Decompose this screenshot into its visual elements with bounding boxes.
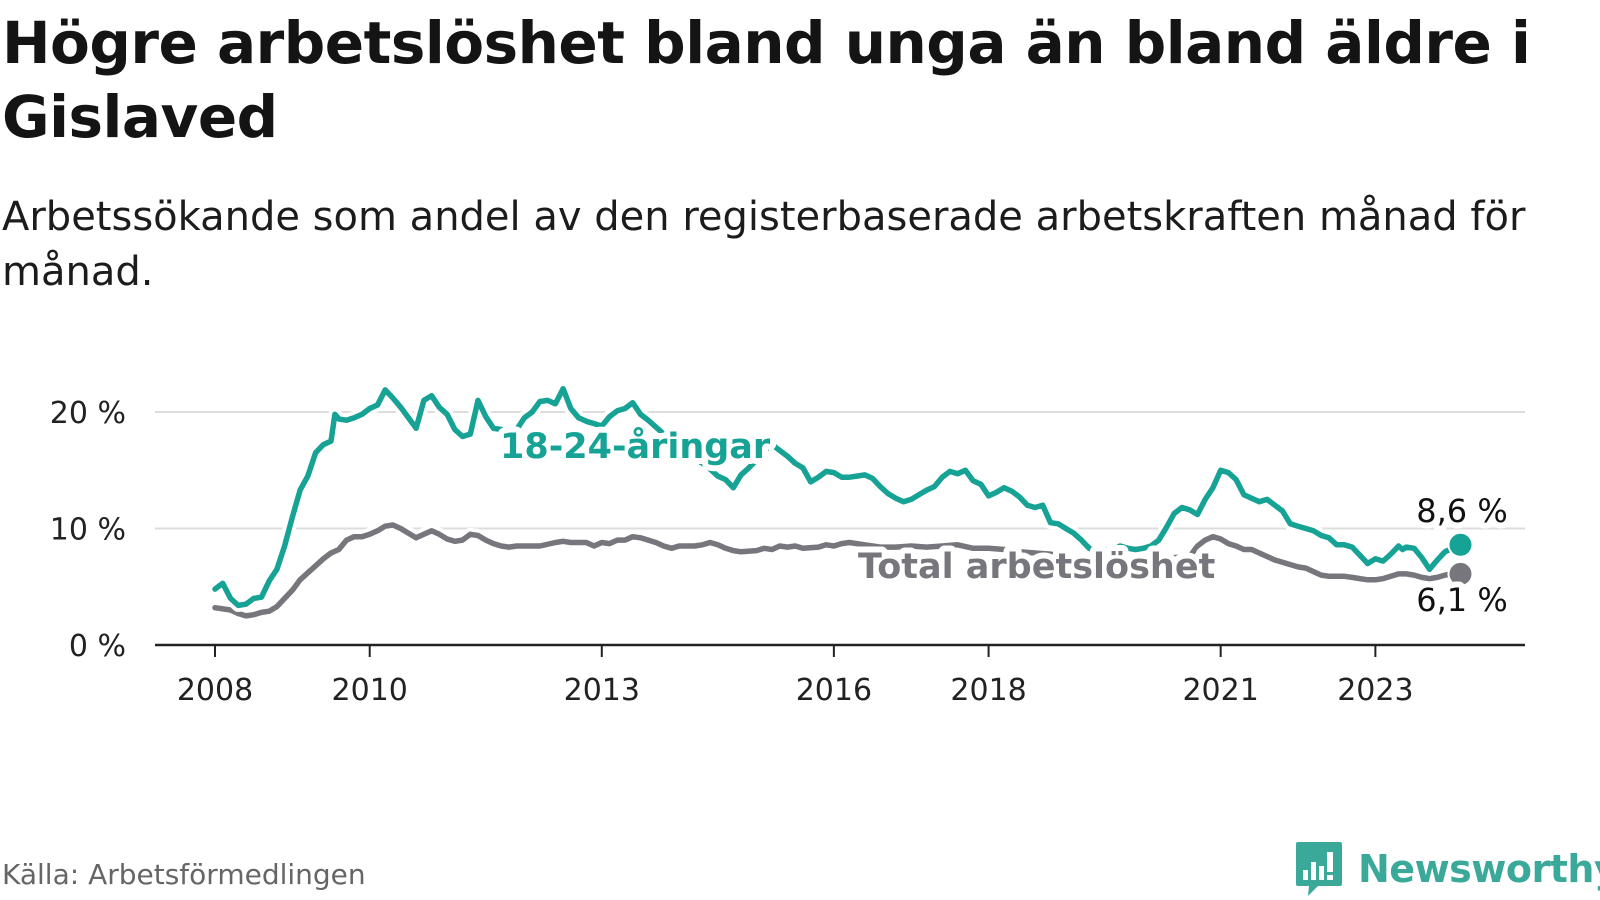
series-line-youth (212, 385, 1464, 609)
end-marker-total (1447, 560, 1474, 587)
x-tick-label: 2008 (177, 673, 253, 708)
x-tick-label: 2013 (564, 673, 640, 708)
series-label-youth: 18-24-åringar (500, 426, 771, 467)
x-tick-label: 2023 (1337, 673, 1413, 708)
source-credit: Källa: Arbetsförmedlingen (2, 858, 366, 891)
chart-subtitle: Arbetssökande som andel av den registerb… (2, 194, 1526, 295)
series-label-total: Total arbetslöshet (858, 547, 1215, 587)
newsworthy-logo-icon (1296, 842, 1342, 896)
y-tick-label: 10 % (50, 513, 126, 548)
series-halo (208, 518, 1467, 623)
x-tick-label: 2021 (1182, 673, 1258, 708)
end-label-total: 6,1 % (1416, 581, 1507, 619)
chart-title: Högre arbetslöshet bland unga än bland ä… (2, 9, 1531, 151)
x-tick-label: 2010 (332, 673, 408, 708)
y-tick-label: 20 % (50, 396, 126, 431)
end-label-youth: 8,6 % (1416, 492, 1507, 530)
series-halo (208, 382, 1467, 612)
y-tick-label: 0 % (69, 629, 126, 664)
end-marker-youth (1447, 531, 1474, 558)
x-tick-label: 2016 (796, 673, 872, 708)
x-tick-label: 2018 (950, 673, 1026, 708)
series-line-total (212, 522, 1464, 619)
brand-logo[interactable]: Newsworthy (1294, 840, 1600, 898)
brand-name: Newsworthy (1358, 847, 1600, 891)
